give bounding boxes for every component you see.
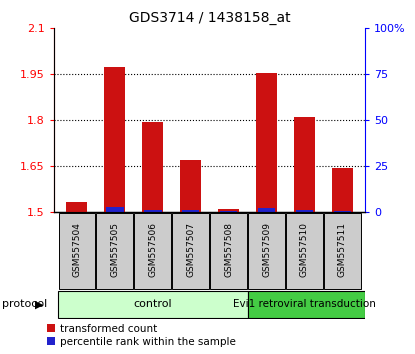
Text: GSM557505: GSM557505 xyxy=(110,222,119,277)
FancyBboxPatch shape xyxy=(134,213,171,289)
FancyBboxPatch shape xyxy=(286,213,323,289)
Bar xyxy=(218,209,239,212)
Bar xyxy=(220,211,237,212)
Bar xyxy=(144,210,161,212)
Text: GSM557510: GSM557510 xyxy=(300,222,309,277)
Bar xyxy=(182,210,200,212)
Bar xyxy=(106,207,124,212)
Title: GDS3714 / 1438158_at: GDS3714 / 1438158_at xyxy=(129,11,290,24)
FancyBboxPatch shape xyxy=(210,213,247,289)
Text: GSM557508: GSM557508 xyxy=(224,222,233,277)
Text: protocol: protocol xyxy=(2,299,47,309)
Bar xyxy=(256,73,277,212)
FancyBboxPatch shape xyxy=(247,291,365,318)
Text: GSM557506: GSM557506 xyxy=(148,222,157,277)
FancyBboxPatch shape xyxy=(59,213,95,289)
Bar xyxy=(334,211,352,212)
FancyBboxPatch shape xyxy=(324,213,361,289)
Bar xyxy=(332,168,353,212)
Bar xyxy=(258,208,276,212)
Bar xyxy=(295,210,313,212)
Bar xyxy=(66,202,87,212)
Text: Evi1 retroviral transduction: Evi1 retroviral transduction xyxy=(233,299,376,309)
Bar xyxy=(294,117,315,212)
Bar xyxy=(142,122,163,212)
Text: GSM557511: GSM557511 xyxy=(338,222,347,277)
FancyBboxPatch shape xyxy=(58,291,247,318)
Text: control: control xyxy=(133,299,172,309)
FancyBboxPatch shape xyxy=(172,213,209,289)
Bar xyxy=(104,67,125,212)
FancyBboxPatch shape xyxy=(248,213,285,289)
Text: GSM557504: GSM557504 xyxy=(72,222,81,277)
Text: GSM557509: GSM557509 xyxy=(262,222,271,277)
Text: ▶: ▶ xyxy=(35,299,44,309)
Bar xyxy=(180,160,201,212)
FancyBboxPatch shape xyxy=(96,213,133,289)
Legend: transformed count, percentile rank within the sample: transformed count, percentile rank withi… xyxy=(47,324,236,347)
Text: GSM557507: GSM557507 xyxy=(186,222,195,277)
